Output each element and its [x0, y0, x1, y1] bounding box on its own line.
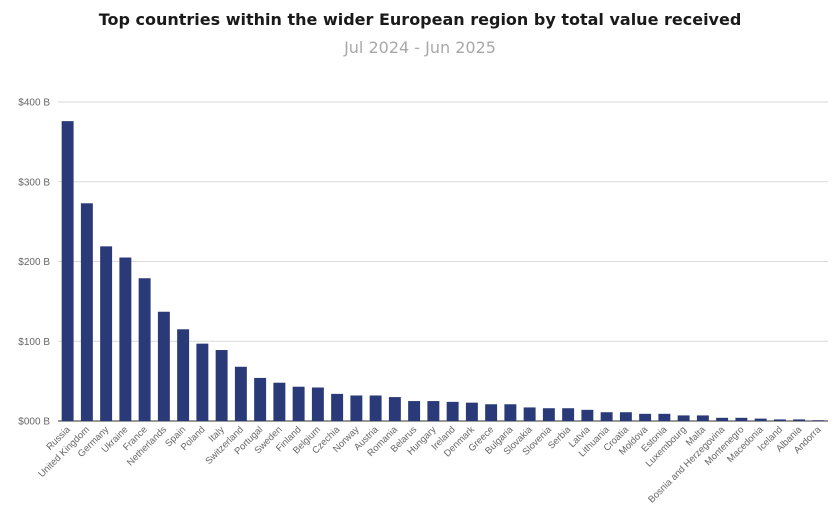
- bar: [215, 350, 228, 421]
- bar: [100, 246, 113, 421]
- y-axis-ticks: $000 B $100 B $200 B $300 B $400 B: [18, 98, 50, 428]
- y-tick-label: $300 B: [18, 177, 50, 188]
- bar: [812, 420, 825, 421]
- bar: [716, 417, 729, 421]
- chart-title: Top countries within the wider European …: [98, 10, 742, 29]
- bar: [157, 311, 170, 421]
- bar: [138, 278, 151, 421]
- bar: [350, 395, 363, 421]
- bar: [80, 203, 93, 421]
- y-tick-label: $400 B: [18, 98, 50, 109]
- grid-lines: [58, 101, 828, 422]
- bar: [658, 413, 671, 421]
- bar: [234, 366, 247, 421]
- bar: [504, 404, 517, 421]
- bar: [639, 413, 652, 421]
- bar: [465, 402, 478, 421]
- bar: [619, 412, 632, 421]
- bar: [485, 404, 498, 421]
- bar: [542, 408, 555, 421]
- bar: [311, 387, 324, 421]
- bar: [696, 415, 709, 421]
- bar: [273, 382, 286, 421]
- bar: [61, 121, 74, 421]
- bar: [581, 409, 594, 421]
- bar: [331, 393, 344, 421]
- bar: [600, 412, 613, 421]
- bar: [388, 397, 401, 421]
- y-tick-label: $200 B: [18, 257, 50, 268]
- bar: [369, 395, 382, 421]
- y-tick-label: $000 B: [18, 417, 50, 428]
- bar: [677, 415, 690, 421]
- bar: [754, 418, 767, 421]
- chart-subtitle: Jul 2024 - Jun 2025: [344, 38, 496, 57]
- bars: [61, 121, 825, 421]
- bar: [523, 407, 536, 421]
- bar: [292, 386, 305, 421]
- bar: [793, 419, 806, 421]
- y-tick-label: $100 B: [18, 337, 50, 348]
- bar: [562, 408, 575, 421]
- bar: [446, 401, 459, 421]
- bar: [408, 401, 421, 421]
- bar: [119, 257, 132, 421]
- bar: [427, 401, 440, 421]
- bar: [773, 419, 786, 421]
- bar: [177, 329, 190, 421]
- bar: [735, 417, 748, 421]
- bar: [196, 343, 209, 421]
- x-tick-label: Serbia: [546, 424, 574, 452]
- bar: [254, 377, 267, 421]
